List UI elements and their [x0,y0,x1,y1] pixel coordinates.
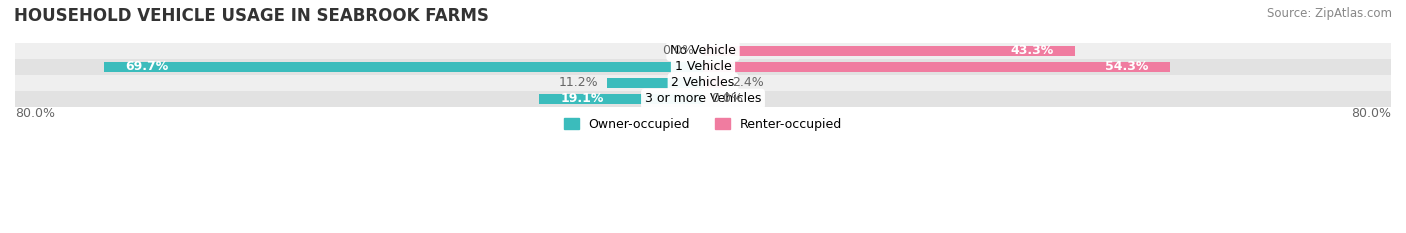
Bar [606,78,703,88]
Bar [104,62,703,72]
Text: 80.0%: 80.0% [1351,107,1391,120]
Text: 80.0%: 80.0% [15,107,55,120]
Text: 19.1%: 19.1% [560,93,603,106]
Bar [538,94,703,104]
Bar [15,75,1391,91]
Bar [15,91,1391,107]
Bar [15,59,1391,75]
Legend: Owner-occupied, Renter-occupied: Owner-occupied, Renter-occupied [558,113,848,136]
Text: 2.4%: 2.4% [733,76,763,89]
Text: Source: ZipAtlas.com: Source: ZipAtlas.com [1267,7,1392,20]
Text: 0.0%: 0.0% [711,93,744,106]
Bar [703,62,1170,72]
Text: 11.2%: 11.2% [558,76,598,89]
Text: No Vehicle: No Vehicle [671,45,735,58]
Text: 3 or more Vehicles: 3 or more Vehicles [645,93,761,106]
Text: 1 Vehicle: 1 Vehicle [675,60,731,73]
Text: 69.7%: 69.7% [125,60,169,73]
Text: HOUSEHOLD VEHICLE USAGE IN SEABROOK FARMS: HOUSEHOLD VEHICLE USAGE IN SEABROOK FARM… [14,7,489,25]
Bar [703,78,724,88]
Text: 0.0%: 0.0% [662,45,695,58]
Bar [15,43,1391,59]
Text: 43.3%: 43.3% [1011,45,1054,58]
Text: 54.3%: 54.3% [1105,60,1149,73]
Text: 2 Vehicles: 2 Vehicles [672,76,734,89]
Bar [703,46,1076,56]
